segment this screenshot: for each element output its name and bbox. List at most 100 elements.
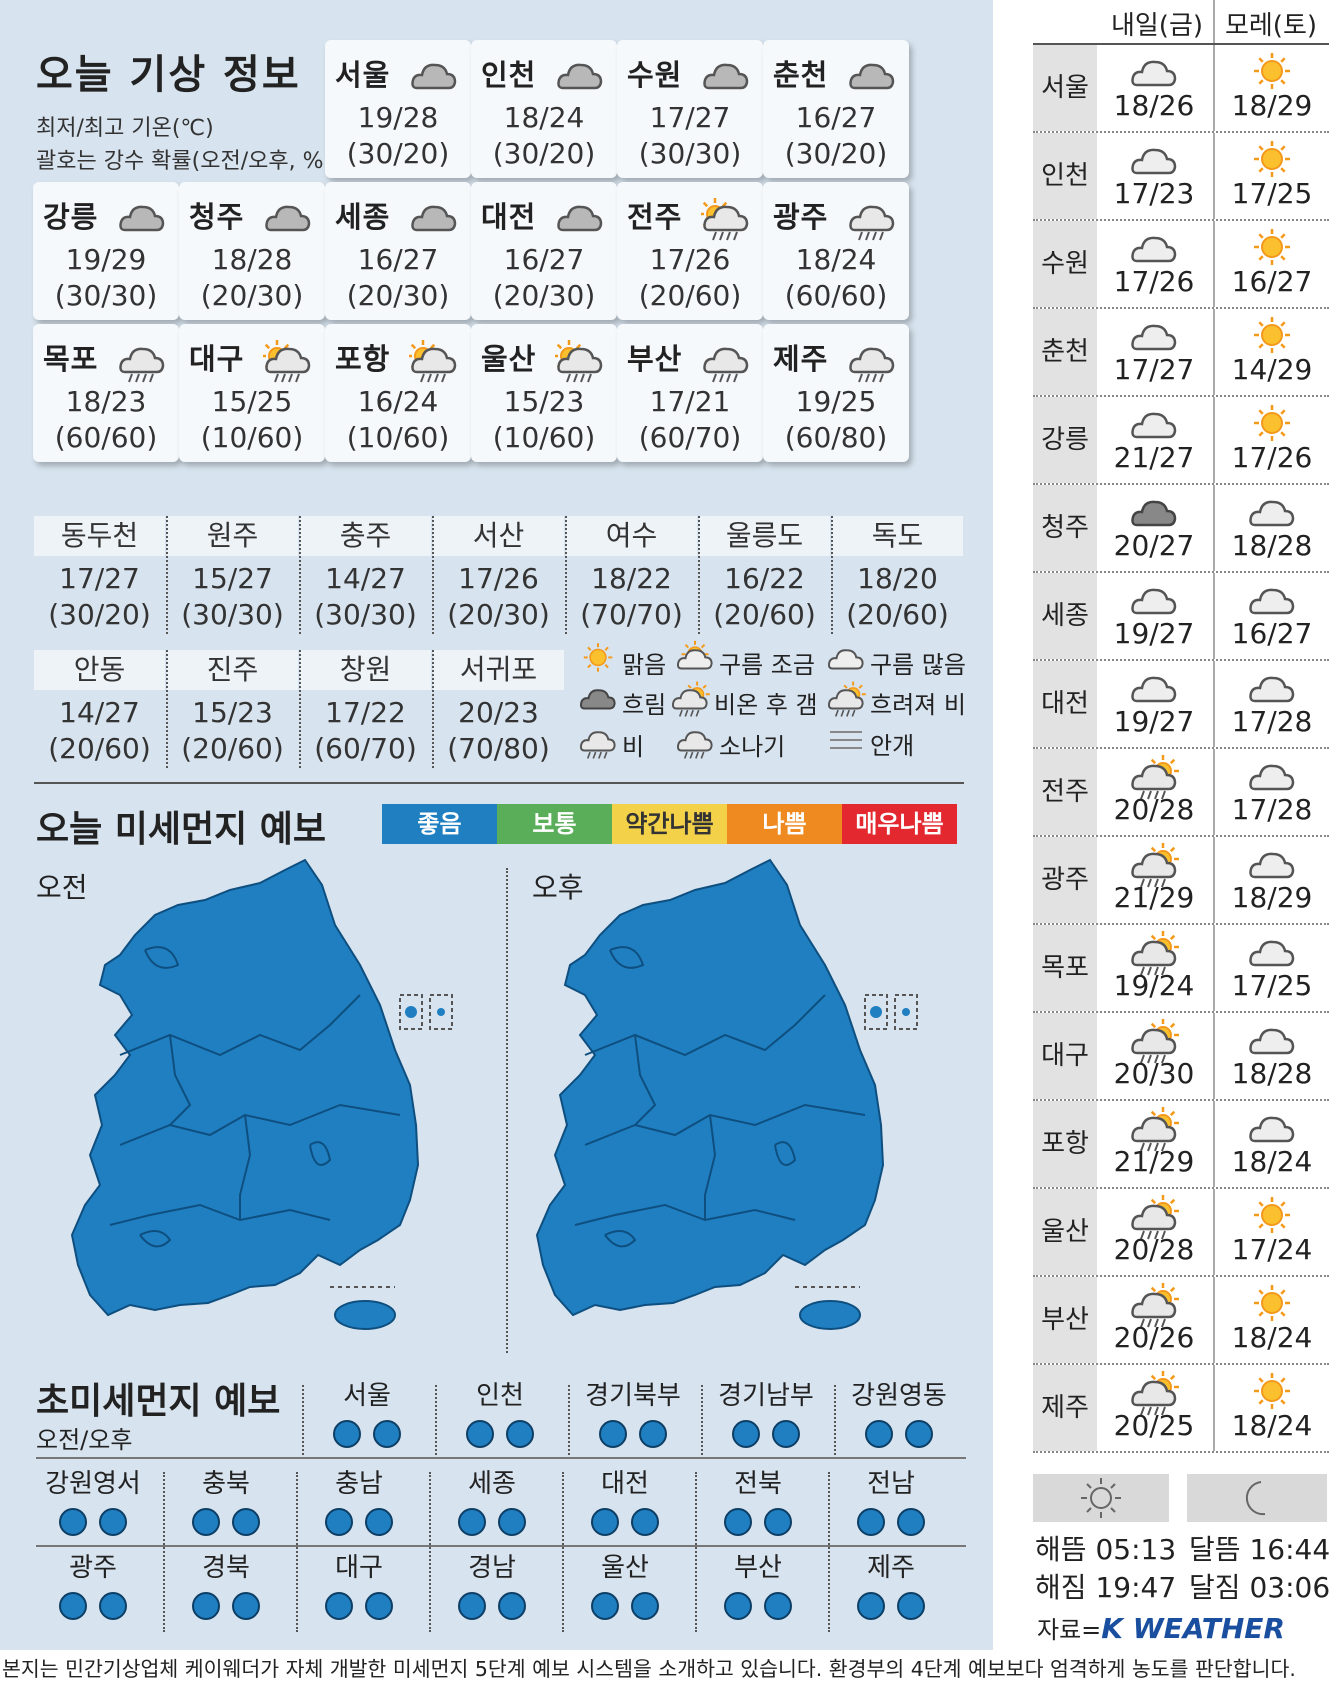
legend-many-clouds: 구름 많음: [826, 640, 966, 684]
pm25-title: 초미세먼지 예보: [36, 1381, 281, 1422]
pm25-col-divider: [296, 1472, 298, 1632]
divider: [34, 782, 964, 784]
pm25-am-dot: [458, 1592, 486, 1620]
rain-sun-icon: [1129, 929, 1179, 976]
legend-few-clouds: 구름 조금: [675, 640, 815, 684]
card-prob: (20/30): [492, 279, 596, 312]
cloud-icon: [1129, 665, 1179, 705]
forecast-day2-temp: 17/25: [1231, 177, 1313, 210]
forecast-day2-temp: 17/26: [1231, 441, 1313, 474]
forecast-city: 대구: [1033, 1013, 1097, 1099]
minor-city-temp: 15/23: [192, 696, 273, 729]
minor-city-name: 안동: [34, 650, 165, 690]
pm25-region: 경북: [161, 1550, 291, 1624]
forecast-day1-temp: 20/28: [1113, 793, 1195, 826]
card-temp: 17/26: [649, 243, 731, 276]
city-card: 대구 15/25 (10/60): [179, 324, 325, 462]
forecast-col-sep: [1213, 1101, 1215, 1187]
minor-city-temp: 17/22: [325, 696, 406, 729]
forecast-city: 전주: [1033, 749, 1097, 835]
pm25-col-divider: [568, 1385, 570, 1455]
forecast-city: 목포: [1033, 925, 1097, 1011]
forecast-day2-temp: 18/24: [1231, 1321, 1313, 1354]
card-temp: 19/25: [795, 385, 877, 418]
forecast-row: 춘천 17/27 14/29: [1033, 309, 1329, 397]
pm25-pm-dot: [498, 1508, 526, 1536]
pm25-region-name: 부산: [734, 1553, 782, 1583]
dust-level-3: 나쁨: [727, 804, 842, 844]
pm25-pm-dot: [232, 1508, 260, 1536]
card-prob: (20/30): [346, 279, 450, 312]
city-card: 전주 17/26 (20/60): [617, 182, 763, 320]
legend-label: 흐림: [622, 690, 667, 719]
forecast-row: 인천 17/23 17/25: [1033, 133, 1329, 221]
card-city-name: 대구: [189, 342, 245, 376]
forecast-day2-temp: 18/24: [1231, 1145, 1313, 1178]
forecast-day1-temp: 21/27: [1113, 441, 1195, 474]
card-temp: 19/29: [65, 243, 147, 276]
forecast-col-sep: [1213, 749, 1215, 835]
dust-level-2: 약간나쁨: [612, 804, 727, 844]
forecast-col-sep: [1213, 837, 1215, 923]
minor-city-name: 충주: [300, 516, 431, 556]
pm25-region: 전북: [693, 1466, 823, 1540]
pm25-am-dot: [591, 1592, 619, 1620]
column-divider: [299, 516, 301, 634]
minor-city-temp: 17/26: [458, 562, 539, 595]
pm25-region-name: 전북: [734, 1469, 782, 1499]
minor-city-prob: (30/20): [48, 598, 151, 631]
pm25-region-name: 강원영서: [45, 1469, 141, 1499]
cloud-icon: [1247, 753, 1297, 793]
minor-city-temp: 18/22: [591, 562, 672, 595]
pm25-am-dot: [192, 1508, 220, 1536]
forecast-city: 포항: [1033, 1101, 1097, 1187]
cloudy-icon: [117, 194, 167, 236]
legend-shower: 소나기: [675, 722, 785, 766]
dust-level-0: 좋음: [382, 804, 497, 844]
column-divider: [299, 650, 301, 768]
minor-city-temp: 18/20: [857, 562, 938, 595]
pm25-region-name: 서울: [343, 1381, 391, 1411]
cloud-icon: [1247, 929, 1297, 969]
legend-label: 구름 조금: [719, 650, 815, 679]
cloudy-icon: [409, 194, 459, 236]
minor-city-prob: (20/60): [181, 732, 284, 765]
forecast-row: 수원 17/26 16/27: [1033, 221, 1329, 309]
pm25-region: 경남: [427, 1550, 557, 1624]
pm25-region: 강원영동: [834, 1378, 964, 1452]
pm25-col-divider: [701, 1385, 703, 1455]
sun-icon: [578, 640, 618, 684]
pm25-region: 인천: [435, 1378, 565, 1452]
cloud-icon: [1129, 313, 1179, 353]
forecast-day1-temp: 20/26: [1113, 1321, 1195, 1354]
card-city-name: 포항: [335, 342, 391, 376]
minor-city-prob: (60/70): [314, 732, 417, 765]
pm25-region-name: 경기남부: [718, 1381, 814, 1411]
forecast-city: 제주: [1033, 1365, 1097, 1451]
forecast-city: 춘천: [1033, 309, 1097, 395]
legend-clear: 맑음: [578, 640, 666, 684]
pm25-region-name: 경기북부: [585, 1381, 681, 1411]
sun-rain-lite-icon: [675, 640, 715, 684]
dust-level-1: 보통: [497, 804, 612, 844]
forecast-day1-temp: 20/30: [1113, 1057, 1195, 1090]
cloud-icon: [1247, 1017, 1297, 1057]
minor-city-prob: (20/30): [447, 598, 550, 631]
rain-sun-icon: [1129, 753, 1179, 800]
card-prob: (60/60): [54, 421, 158, 454]
pm25-subtitle: 오전/오후: [36, 1426, 133, 1454]
pm25-am-dot: [724, 1508, 752, 1536]
card-prob: (10/60): [200, 421, 304, 454]
minor-city-prob: (30/30): [181, 598, 284, 631]
city-card: 인천 18/24 (30/20): [471, 40, 617, 178]
pm25-region: 대구: [294, 1550, 424, 1624]
forecast-col-sep: [1213, 309, 1215, 395]
minor-city-name: 여수: [566, 516, 697, 556]
card-temp: 16/27: [503, 243, 585, 276]
sun-icon: [1247, 1281, 1297, 1321]
city-card: 강릉 19/29 (30/30): [33, 182, 179, 320]
pm25-pm-dot: [639, 1420, 667, 1448]
card-prob: (10/60): [492, 421, 596, 454]
pm25-region: 경기남부: [701, 1378, 831, 1452]
cloud-icon: [1129, 577, 1179, 617]
